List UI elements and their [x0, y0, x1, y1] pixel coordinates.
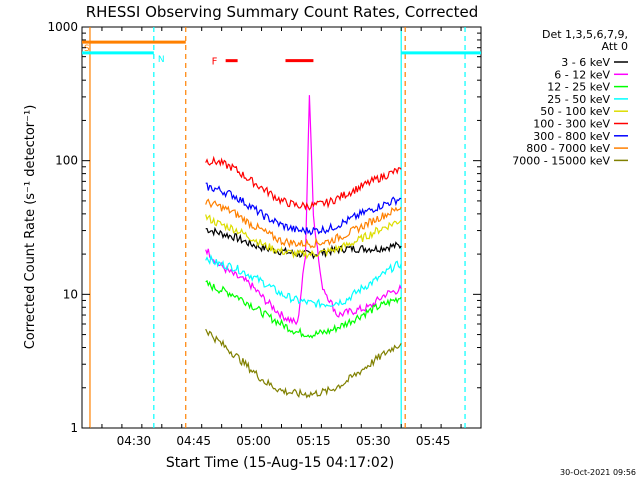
x-tick-label-4: 05:30 [356, 434, 391, 448]
y-tick-label-2: 100 [55, 154, 78, 168]
series-line-1 [205, 95, 402, 326]
legend-label-8: 7000 - 15000 keV [512, 154, 610, 167]
legend-header-detectors: Det 1,3,5,6,7,9, [542, 28, 628, 41]
x-tick-label-5: 05:45 [416, 434, 451, 448]
x-tick-label-1: 04:45 [176, 434, 211, 448]
series-line-2 [205, 279, 402, 339]
footer-timestamp: 30-Oct-2021 09:56 [560, 468, 636, 477]
flare-marker-label: F [212, 57, 218, 68]
legend-label-4: 50 - 100 keV [540, 105, 610, 118]
series-line-6 [205, 182, 402, 236]
series-line-3 [205, 253, 402, 309]
y-axis-label: Corrected Count Rate (s⁻¹ detector⁻¹) [23, 105, 38, 350]
series-group [205, 95, 402, 399]
x-axis: 04:30 04:45 05:00 05:15 05:30 05:45 [81, 27, 482, 448]
legend-label-2: 12 - 25 keV [547, 81, 610, 94]
series-line-4 [205, 214, 402, 260]
legend-header-attenuator: Att 0 [602, 40, 628, 53]
legend-label-7: 800 - 7000 keV [526, 142, 610, 155]
y-tick-label-1: 10 [63, 287, 78, 301]
status-bar-label-0: S [84, 44, 90, 54]
series-line-7 [205, 198, 402, 249]
x-axis-label: Start Time (15-Aug-15 04:17:02) [166, 455, 394, 471]
x-tick-label-2: 05:00 [236, 434, 271, 448]
plot-frame [81, 26, 482, 429]
status-bars: S N F [82, 40, 481, 68]
series-line-5 [205, 155, 402, 211]
y-tick-label-0: 1 [70, 421, 78, 435]
legend-label-5: 100 - 300 keV [533, 118, 610, 131]
legend-label-3: 25 - 50 keV [547, 93, 610, 106]
x-tick-label-0: 04:30 [117, 434, 152, 448]
vertical-lines [89, 27, 466, 428]
status-bar-label-1: N [158, 55, 165, 65]
chart-title: RHESSI Observing Summary Count Rates, Co… [86, 3, 479, 21]
x-tick-label-3: 05:15 [296, 434, 331, 448]
legend-label-1: 6 - 12 keV [554, 68, 610, 81]
legend-label-0: 3 - 6 keV [561, 56, 610, 69]
y-tick-label-3: 1000 [47, 20, 78, 34]
legend-label-6: 300 - 800 keV [533, 130, 610, 143]
series-line-8 [205, 328, 402, 399]
y-axis: 1 10 100 1000 [47, 20, 481, 435]
